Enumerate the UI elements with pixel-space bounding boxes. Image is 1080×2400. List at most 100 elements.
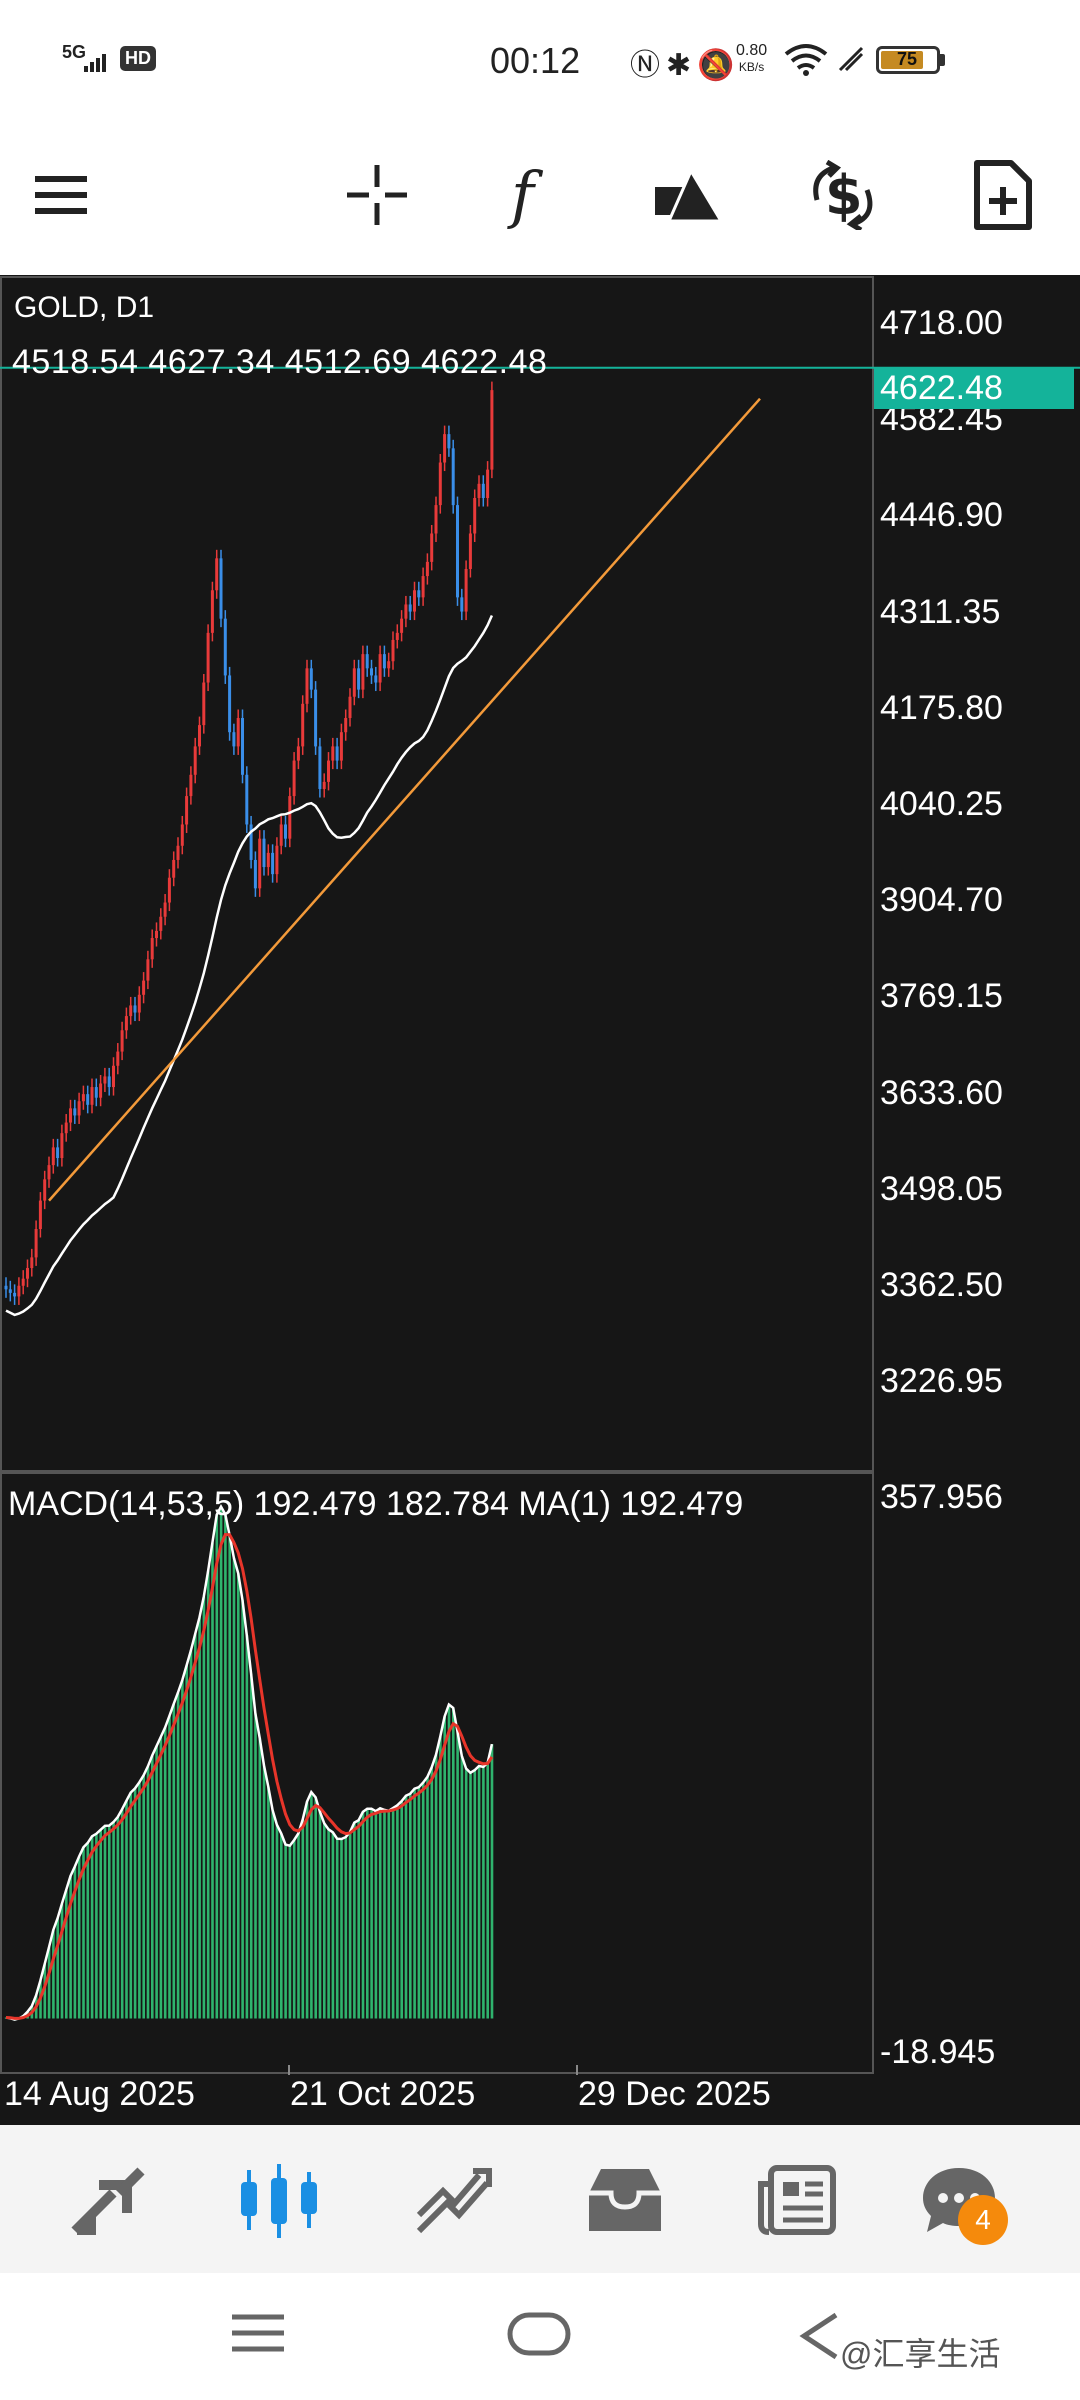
last-price-tag: 4622.48	[874, 367, 1074, 409]
candle-body	[477, 483, 481, 499]
candle-body	[51, 1147, 55, 1166]
function-icon[interactable]: f	[488, 150, 578, 240]
macd-histogram-bar	[95, 1833, 98, 2019]
candle-body	[292, 760, 296, 797]
trade-icon[interactable]: $	[800, 150, 890, 240]
candle-body	[56, 1147, 60, 1159]
candle-body	[198, 725, 201, 747]
candle-body	[146, 959, 150, 981]
macd-signal-line	[5, 1532, 494, 2020]
macd-histogram-bar	[237, 1573, 240, 2019]
macd-histogram-bar	[258, 1737, 262, 2019]
back-icon[interactable]	[796, 2311, 846, 2367]
price-level-label: 4175.80	[880, 688, 1003, 727]
signal-icon	[84, 54, 106, 72]
charging-icon	[838, 46, 864, 72]
candle-body	[460, 597, 464, 612]
macd-histogram-bar	[305, 1801, 309, 2019]
macd-histogram-bar	[138, 1782, 141, 2019]
macd-histogram-bar	[108, 1825, 111, 2019]
macd-histogram-bar	[417, 1787, 421, 2019]
notification-badge: 4	[958, 2195, 1008, 2245]
macd-histogram-bar	[482, 1766, 485, 2019]
macd-histogram-bar	[310, 1792, 313, 2019]
price-level-label: 3498.05	[880, 1169, 1003, 1208]
macd-histogram-bar	[129, 1792, 133, 2019]
bottom-navigation: 4	[0, 2125, 1080, 2273]
macd-histogram-bar	[224, 1514, 227, 2019]
candle-body	[404, 604, 408, 619]
macd-histogram-bar	[120, 1809, 124, 2019]
candle-body	[249, 824, 253, 860]
candle-body	[318, 746, 322, 789]
crosshair-icon[interactable]	[332, 150, 422, 240]
candle-body	[314, 689, 318, 747]
clock: 00:12	[490, 40, 581, 81]
mute-icon: 🔕	[697, 49, 741, 82]
price-chart[interactable]: GOLD, D1 4518.54 4627.34 4512.69 4622.48…	[0, 275, 1080, 2125]
new-document-icon[interactable]	[958, 150, 1048, 240]
macd-histogram-bar	[254, 1713, 257, 2019]
candle-body	[155, 930, 158, 939]
candle-body	[266, 852, 270, 868]
macd-histogram-bar	[82, 1847, 85, 2019]
news-icon[interactable]	[752, 2157, 842, 2242]
macd-histogram-bar	[434, 1754, 438, 2019]
macd-histogram-bar	[335, 1838, 339, 2019]
candle-body	[193, 746, 197, 775]
macd-histogram-bar	[430, 1767, 434, 2019]
macd-histogram-bar	[396, 1805, 399, 2019]
candle-body	[202, 682, 206, 726]
candle-body	[215, 558, 219, 591]
candle-body	[159, 916, 163, 931]
candle-body	[223, 618, 227, 676]
hd-badge: HD	[120, 46, 156, 71]
candle-body	[228, 675, 232, 733]
bluetooth-icon: ✱	[666, 49, 698, 82]
candle-body	[219, 558, 223, 619]
candle-body	[245, 774, 249, 825]
candle-body	[86, 1094, 90, 1105]
candle-body	[129, 1005, 133, 1017]
macd-histogram-bar	[172, 1703, 176, 2019]
macd-histogram-bar	[73, 1866, 77, 2019]
candle-body	[417, 590, 421, 598]
macd-histogram-bar	[331, 1832, 335, 2019]
candle-body	[185, 796, 189, 825]
quotes-icon[interactable]	[64, 2157, 154, 2242]
price-level-label: 3904.70	[880, 881, 1003, 920]
macd-histogram-bar	[400, 1801, 403, 2019]
candle-body	[456, 505, 459, 598]
macd-histogram-bar	[219, 1506, 223, 2019]
macd-histogram-bar	[426, 1776, 429, 2019]
chart-icon[interactable]	[236, 2157, 326, 2242]
home-icon[interactable]	[506, 2309, 576, 2361]
candle-body	[47, 1165, 51, 1180]
svg-text:f: f	[507, 160, 544, 230]
candle-body	[81, 1094, 85, 1102]
candle-body	[172, 859, 176, 878]
candle-body	[279, 824, 283, 846]
candle-body	[73, 1108, 77, 1116]
candle-body	[438, 462, 442, 506]
candle-body	[163, 902, 167, 917]
macd-histogram-bar	[353, 1822, 356, 2019]
candle-body	[408, 604, 412, 612]
candle-body	[468, 533, 472, 569]
menu-icon[interactable]	[16, 150, 106, 240]
candle-body	[357, 668, 361, 690]
candle-body	[116, 1051, 120, 1066]
objects-icon[interactable]	[643, 150, 733, 240]
macd-histogram-bar	[439, 1736, 442, 2019]
macd-histogram-bar	[241, 1600, 244, 2019]
candle-body	[391, 639, 395, 662]
macd-histogram-bar	[267, 1786, 270, 2019]
history-icon[interactable]	[580, 2157, 670, 2242]
chart-canvas[interactable]	[0, 275, 1080, 2125]
trade-chart-icon[interactable]	[408, 2157, 498, 2242]
macd-histogram-bar	[215, 1514, 219, 2019]
candle-body	[370, 668, 373, 676]
candle-body	[180, 824, 184, 846]
recent-apps-icon[interactable]	[228, 2311, 308, 2371]
macd-histogram-bar	[228, 1535, 231, 2019]
